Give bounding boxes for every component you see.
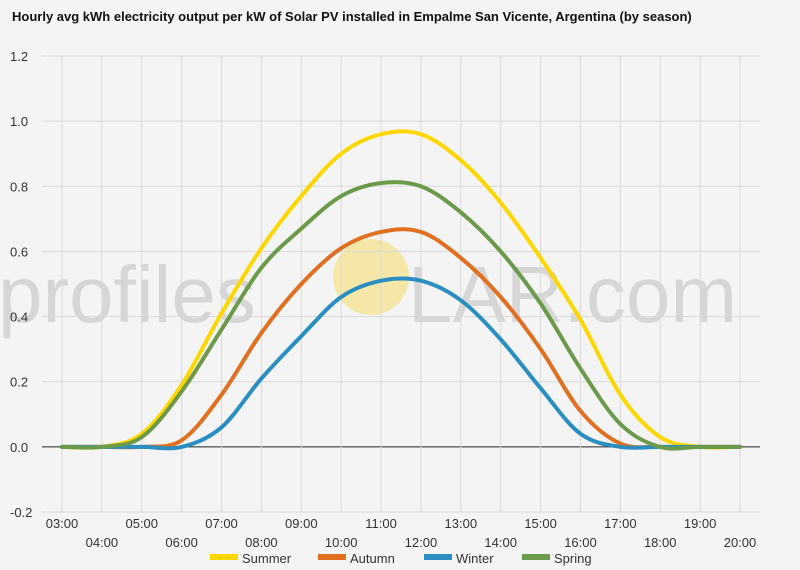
y-tick-label: 0.6 xyxy=(10,244,28,259)
x-tick-label: 11:00 xyxy=(365,516,397,531)
legend-swatch xyxy=(424,554,452,560)
x-tick-label: 13:00 xyxy=(445,516,478,531)
y-axis: -0.2 0.0 0.2 0.4 0.6 0.8 1.0 1.2 xyxy=(10,49,32,520)
x-tick-label: 10:00 xyxy=(325,535,358,550)
watermark-text-right: LAR.com xyxy=(408,250,737,339)
legend-item-summer[interactable]: Summer xyxy=(210,551,292,566)
legend-label: Winter xyxy=(456,551,494,566)
y-tick-label: 0.4 xyxy=(10,310,28,325)
x-tick-label: 08:00 xyxy=(245,535,278,550)
legend-item-winter[interactable]: Winter xyxy=(424,551,494,566)
watermark-text-left: profiles xyxy=(0,250,256,339)
x-tick-label: 15:00 xyxy=(524,516,557,531)
x-tick-label: 18:00 xyxy=(644,535,677,550)
watermark: profiles LAR.com xyxy=(0,239,737,339)
y-tick-label: 0.2 xyxy=(10,375,28,390)
y-tick-label: -0.2 xyxy=(10,505,32,520)
series-line-spring xyxy=(60,180,742,451)
x-tick-label: 07:00 xyxy=(205,516,238,531)
y-tick-label: 0.8 xyxy=(10,179,28,194)
legend-label: Summer xyxy=(242,551,292,566)
x-tick-label: 04:00 xyxy=(86,535,119,550)
series-line-autumn xyxy=(60,227,742,450)
x-tick-label: 20:00 xyxy=(724,535,757,550)
x-tick-label: 14:00 xyxy=(484,535,517,550)
series-line-summer xyxy=(60,129,742,450)
y-tick-label: 0.0 xyxy=(10,440,28,455)
legend-swatch xyxy=(318,554,346,560)
x-tick-label: 17:00 xyxy=(604,516,637,531)
x-axis: 03:00 04:00 05:00 06:00 07:00 08:00 09:00 10:00… xyxy=(46,516,757,550)
x-tick-label: 06:00 xyxy=(165,535,198,550)
legend-item-spring[interactable]: Spring xyxy=(522,551,592,566)
x-tick-label: 19:00 xyxy=(684,516,717,531)
y-tick-label: 1.0 xyxy=(10,114,28,129)
watermark-sun-icon xyxy=(333,239,409,315)
series-line-winter xyxy=(60,276,742,451)
x-tick-label: 09:00 xyxy=(285,516,318,531)
x-tick-label: 12:00 xyxy=(405,535,438,550)
legend-swatch xyxy=(210,554,238,560)
series xyxy=(60,129,742,451)
legend-item-autumn[interactable]: Autumn xyxy=(318,551,395,566)
legend-label: Autumn xyxy=(350,551,395,566)
legend-label: Spring xyxy=(554,551,592,566)
x-tick-label: 05:00 xyxy=(125,516,158,531)
y-tick-label: 1.2 xyxy=(10,49,28,64)
x-tick-label: 03:00 xyxy=(46,516,79,531)
chart-title: Hourly avg kWh electricity output per kW… xyxy=(12,9,692,24)
legend-swatch xyxy=(522,554,550,560)
x-tick-label: 16:00 xyxy=(564,535,597,550)
legend: Summer Autumn Winter Spring xyxy=(210,551,592,566)
